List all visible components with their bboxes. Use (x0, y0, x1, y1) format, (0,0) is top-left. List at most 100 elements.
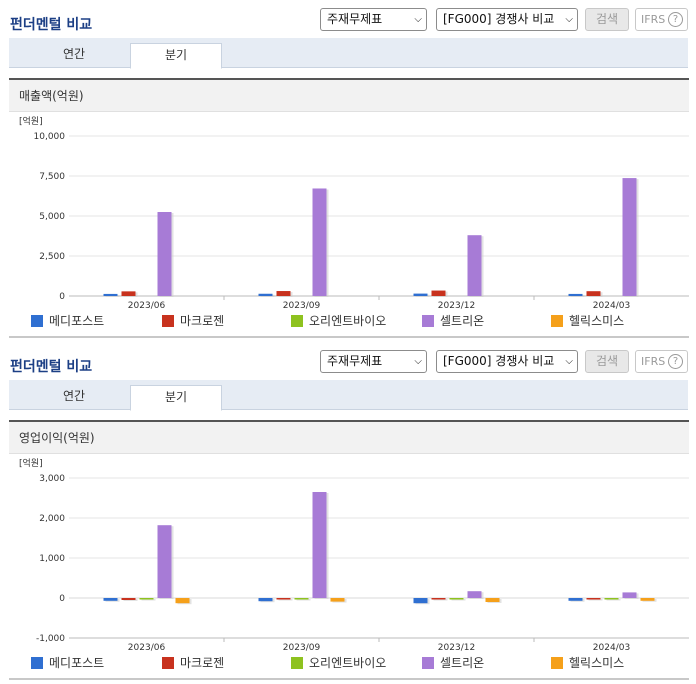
legend-item[interactable]: 헬릭스미스 (551, 656, 624, 672)
bar-마크로젠[interactable] (431, 598, 446, 600)
bar-메디포스트[interactable] (568, 598, 583, 601)
bar-메디포스트[interactable] (103, 293, 118, 296)
section-header: 펀더멘털 비교 주재무제표 ⌵ [FG000] 경쟁사 비교 ⌵ 검색 IFRS… (0, 342, 696, 378)
y-tick-label: 2,500 (39, 252, 65, 262)
bar-헬릭스미스[interactable] (640, 598, 655, 601)
bar-메디포스트[interactable] (413, 293, 428, 296)
bar-shadow (433, 599, 448, 601)
bar-shadow (278, 599, 293, 601)
legend-label: 오리엔트바이오 (309, 656, 387, 670)
chevron-down-icon: ⌵ (414, 14, 422, 25)
bar-메디포스트[interactable] (568, 293, 583, 296)
ifrs-button[interactable]: IFRS ? (635, 8, 688, 31)
bar-오리엔트바이오[interactable] (139, 598, 154, 600)
legend-swatch (291, 657, 303, 669)
y-tick-label: 1,000 (39, 554, 65, 564)
legend-swatch (291, 315, 303, 327)
fundamental-section-1: 펀더멘털 비교 주재무제표 ⌵ [FG000] 경쟁사 비교 ⌵ 검색 IFRS… (0, 0, 696, 338)
legend-item[interactable]: 마크로젠 (162, 314, 224, 330)
search-button[interactable]: 검색 (585, 350, 629, 373)
y-tick-label: 5,000 (39, 212, 65, 222)
bar-셀트리온[interactable] (467, 591, 482, 598)
chart-title: 영업이익(억원) (9, 422, 689, 454)
compare-select[interactable]: [FG000] 경쟁사 비교 ⌵ (436, 8, 578, 31)
bar-셀트리온[interactable] (157, 525, 172, 598)
revenue-chart: 매출액(억원) [억원] 0 2,500 5,000 7,500 10,000 2023/0… (9, 78, 689, 338)
ifrs-button[interactable]: IFRS ? (635, 350, 688, 373)
bar-셀트리온[interactable] (467, 235, 482, 296)
legend-label: 셀트리온 (440, 314, 485, 328)
section-title: 펀더멘털 비교 (10, 17, 93, 33)
chevron-down-icon: ⌵ (414, 356, 422, 367)
tab-annual[interactable]: 연간 (62, 389, 86, 403)
bar-헬릭스미스[interactable] (175, 598, 190, 604)
legend-item[interactable]: 메디포스트 (31, 314, 104, 330)
statement-select[interactable]: 주재무제표 ⌵ (320, 350, 427, 373)
legend-label: 헬릭스미스 (569, 314, 625, 328)
x-tick-label: 2024/03 (593, 643, 630, 653)
legend-label: 셀트리온 (440, 656, 485, 670)
unit-label: [억원] (19, 115, 43, 127)
bar-메디포스트[interactable] (258, 598, 273, 602)
tab-annual[interactable]: 연간 (62, 47, 86, 61)
legend-swatch (31, 657, 43, 669)
bar-오리엔트바이오[interactable] (294, 598, 309, 600)
section-header: 펀더멘털 비교 주재무제표 ⌵ [FG000] 경쟁사 비교 ⌵ 검색 IFRS… (0, 0, 696, 36)
bar-오리엔트바이오[interactable] (449, 598, 464, 600)
search-button[interactable]: 검색 (585, 8, 629, 31)
legend-swatch (551, 657, 563, 669)
bar-셀트리온[interactable] (157, 212, 172, 296)
bar-셀트리온[interactable] (312, 492, 327, 598)
y-tick-label: 7,500 (39, 172, 65, 182)
tab-quarterly[interactable]: 분기 (130, 385, 222, 411)
help-icon[interactable]: ? (668, 354, 683, 369)
unit-label: [억원] (19, 457, 43, 469)
bar-오리엔트바이오[interactable] (604, 598, 619, 600)
bar-마크로젠[interactable] (121, 291, 136, 296)
bar-shadow (451, 599, 466, 601)
legend-item[interactable]: 셀트리온 (422, 314, 484, 330)
bar-헬릭스미스[interactable] (330, 598, 345, 602)
x-tick-label: 2023/12 (438, 643, 475, 653)
bar-shadow (296, 599, 311, 601)
statement-select-value: 주재무제표 (327, 12, 383, 26)
legend-item[interactable]: 오리엔트바이오 (291, 314, 386, 330)
x-tick-label: 2023/06 (128, 301, 166, 311)
y-tick-label: 3,000 (39, 474, 65, 484)
section-title: 펀더멘털 비교 (10, 359, 93, 375)
tab-quarterly[interactable]: 분기 (130, 43, 222, 69)
y-tick-label: 0 (59, 594, 65, 604)
bar-shadow (588, 599, 603, 601)
legend-item[interactable]: 오리엔트바이오 (291, 656, 386, 672)
chevron-down-icon: ⌵ (565, 356, 573, 367)
legend-item[interactable]: 헬릭스미스 (551, 314, 624, 330)
compare-select[interactable]: [FG000] 경쟁사 비교 ⌵ (436, 350, 578, 373)
bar-셀트리온[interactable] (312, 188, 327, 296)
y-tick-label: -1,000 (36, 634, 65, 644)
bar-셀트리온[interactable] (622, 592, 637, 598)
bar-메디포스트[interactable] (258, 293, 273, 296)
legend-swatch (551, 315, 563, 327)
bar-마크로젠[interactable] (586, 598, 601, 600)
statement-select[interactable]: 주재무제표 ⌵ (320, 8, 427, 31)
bar-shadow (606, 599, 621, 601)
fundamental-section-2: 펀더멘털 비교 주재무제표 ⌵ [FG000] 경쟁사 비교 ⌵ 검색 IFRS… (0, 342, 696, 684)
legend-swatch (162, 657, 174, 669)
bar-메디포스트[interactable] (413, 598, 428, 604)
legend-item[interactable]: 셀트리온 (422, 656, 484, 672)
bar-마크로젠[interactable] (276, 291, 291, 296)
bar-마크로젠[interactable] (586, 291, 601, 296)
bar-메디포스트[interactable] (103, 598, 118, 601)
legend-item[interactable]: 메디포스트 (31, 656, 104, 672)
period-tabs: 연간 분기 (9, 380, 688, 411)
bar-마크로젠[interactable] (276, 598, 291, 600)
legend-item[interactable]: 마크로젠 (162, 656, 224, 672)
bar-마크로젠[interactable] (121, 598, 136, 600)
bar-마크로젠[interactable] (431, 290, 446, 296)
ifrs-label: IFRS (641, 355, 666, 368)
operating-profit-chart-plot: [억원] -1,000 0 1,000 2,000 3,000 2023/06 2023/09… (19, 457, 689, 653)
bar-헬릭스미스[interactable] (485, 598, 500, 602)
bar-셀트리온[interactable] (622, 178, 637, 296)
y-tick-label: 0 (59, 292, 65, 302)
help-icon[interactable]: ? (668, 12, 683, 27)
